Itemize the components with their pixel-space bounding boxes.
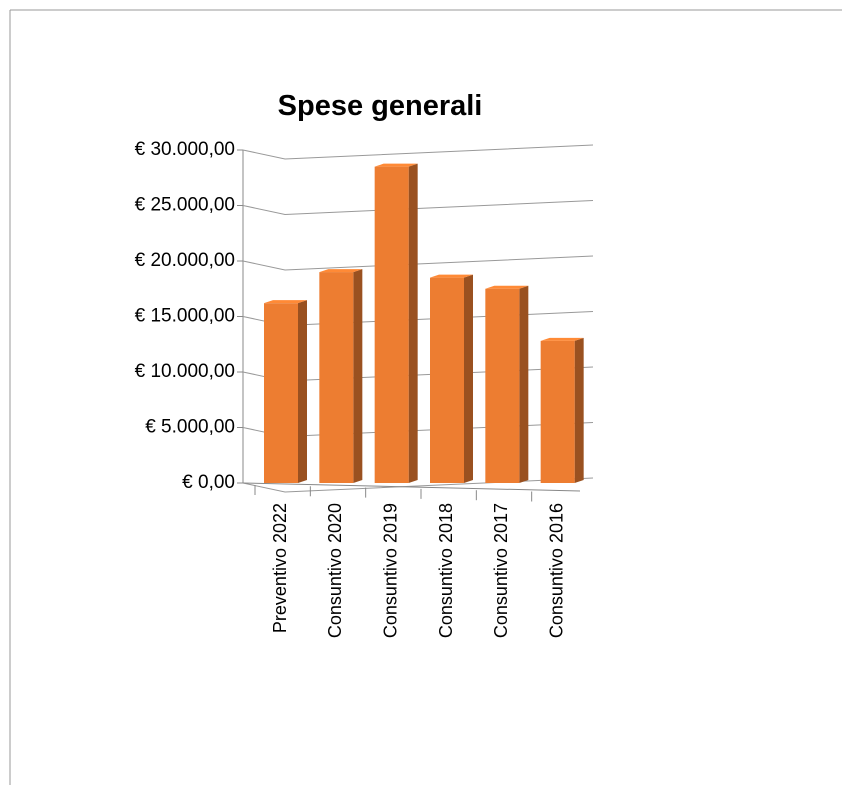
y-tick-label: € 5.000,00 bbox=[145, 417, 235, 438]
bar-top bbox=[540, 337, 584, 341]
bar-side bbox=[408, 163, 418, 483]
y-tick-label: € 30.000,00 bbox=[135, 139, 235, 160]
x-axis bbox=[242, 482, 581, 492]
bar bbox=[430, 277, 464, 483]
bar bbox=[264, 303, 298, 483]
y-tick-label: € 10.000,00 bbox=[135, 361, 235, 382]
bar-side bbox=[298, 300, 307, 483]
bar bbox=[485, 288, 520, 483]
x-tick-label: Consuntivo 2019 bbox=[380, 503, 400, 638]
grid-line bbox=[242, 200, 594, 216]
x-tick-label: Consuntivo 2016 bbox=[546, 503, 566, 638]
y-tick-label: € 20.000,00 bbox=[135, 250, 235, 271]
bar-side bbox=[464, 274, 473, 483]
y-tick-label: € 25.000,00 bbox=[135, 195, 235, 216]
grid-line bbox=[242, 144, 594, 160]
x-tick-label: Preventivo 2022 bbox=[270, 503, 290, 633]
bar-top bbox=[485, 285, 529, 289]
bar-top bbox=[264, 300, 307, 304]
y-tick-label: € 15.000,00 bbox=[135, 306, 235, 327]
bar-top bbox=[374, 163, 418, 167]
x-tick-label: Consuntivo 2018 bbox=[436, 503, 456, 638]
bar-side bbox=[574, 337, 584, 483]
bar bbox=[319, 272, 354, 483]
bar bbox=[374, 166, 409, 483]
bar-side bbox=[519, 285, 529, 483]
bar bbox=[540, 340, 575, 483]
x-tick-label: Consuntivo 2020 bbox=[325, 503, 345, 638]
y-tick-label: € 0,00 bbox=[182, 472, 235, 493]
bar-top bbox=[319, 269, 363, 273]
chart-title: Spese generali bbox=[278, 90, 483, 122]
bar-top bbox=[430, 274, 473, 278]
x-tick-label: Consuntivo 2017 bbox=[491, 503, 511, 638]
bar-side bbox=[353, 269, 363, 483]
grid-line bbox=[242, 255, 594, 271]
